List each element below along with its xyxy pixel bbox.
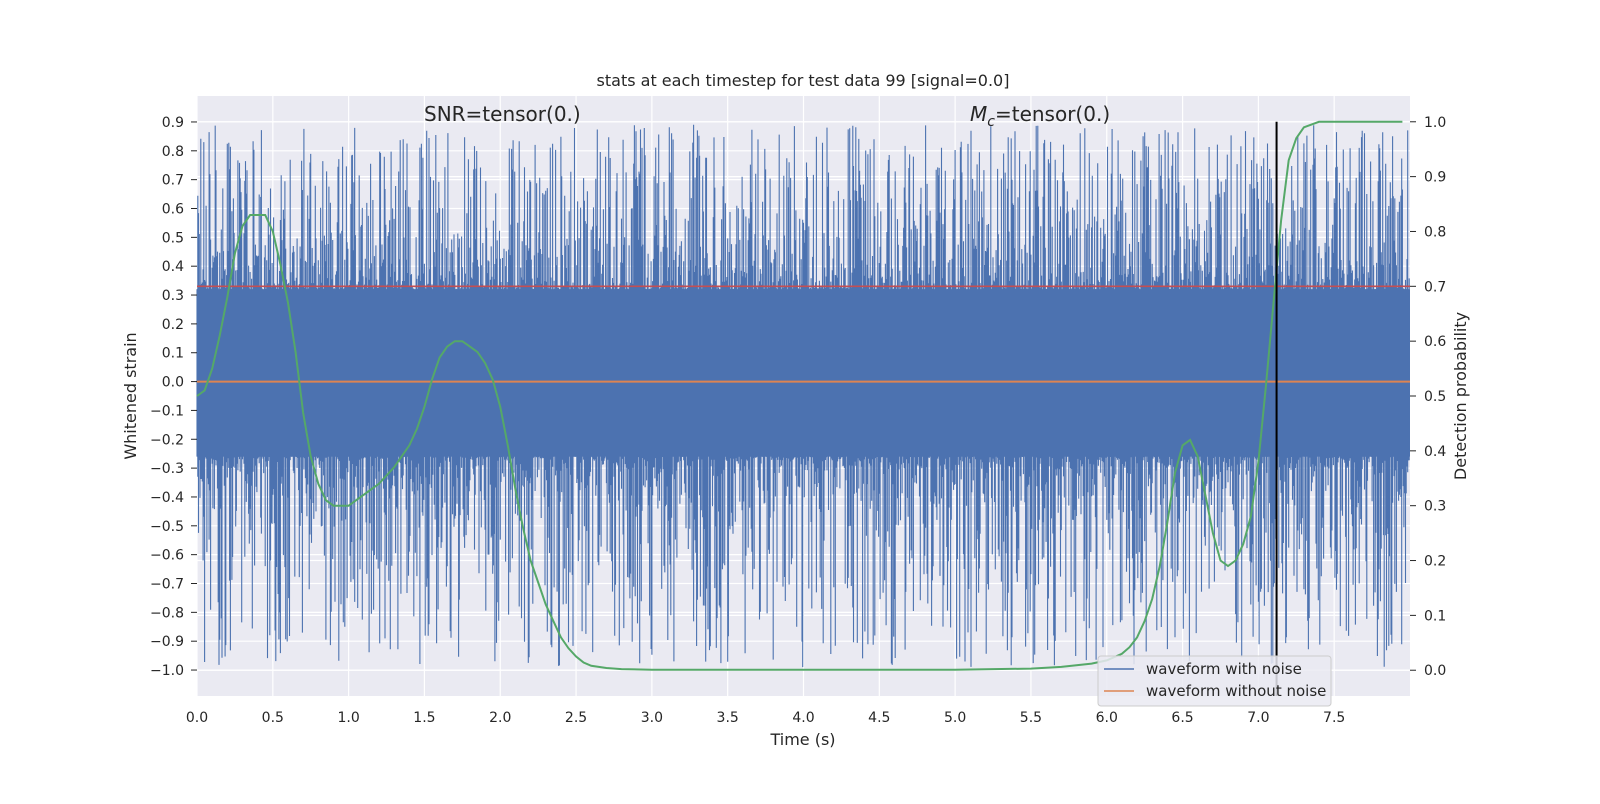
y-tick-label: −0.8 [150,605,184,621]
y2-tick-label: 0.4 [1424,444,1446,460]
y-axis-label: Whitened strain [121,332,140,459]
snr-annotation: SNR=tensor(0.) [424,102,581,126]
chirp-mass-value: =tensor(0.) [995,102,1110,126]
y-tick-label: 0.8 [162,144,184,160]
y2-tick-label: 0.9 [1424,170,1446,186]
y-tick-label: 0.6 [162,202,184,218]
y2-tick-label: 0.8 [1424,224,1446,240]
y2-axis-ticks: 1.0 0.9 0.8 0.7 0.6 0.5 0.4 0.3 0.2 0.1 0.0 [1410,115,1446,679]
x-tick-label: 4.5 [868,710,890,726]
y2-tick-label: 0.0 [1424,663,1446,679]
y2-tick-label: 0.6 [1424,334,1446,350]
y-tick-label: −0.2 [150,432,184,448]
y-tick-label: 0.7 [162,173,184,189]
legend-label-waveform-without-noise: waveform without noise [1146,682,1326,700]
chirp-mass-annotation: Mc=tensor(0.) [970,102,1110,130]
y-tick-label: 0.3 [162,288,184,304]
y-tick-label: −0.3 [150,461,184,477]
y2-tick-label: 0.1 [1424,608,1446,624]
waveform-with-noise-series [196,124,1410,668]
y2-tick-label: 1.0 [1424,115,1446,131]
x-tick-label: 3.5 [717,710,739,726]
x-tick-label: 2.5 [565,710,587,726]
x-axis-ticks: 0.0 0.5 1.0 1.5 2.0 2.5 3.0 3.5 4.0 4.5 5.0 5.5 6.0 6… [186,710,1345,726]
y-tick-label: −0.9 [150,634,184,650]
y-tick-label: 0.5 [162,230,184,246]
y-tick-label: 0.2 [162,317,184,333]
x-tick-label: 5.5 [1020,710,1042,726]
y2-tick-label: 0.2 [1424,554,1446,570]
y2-tick-label: 0.3 [1424,499,1446,515]
y2-tick-label: 0.5 [1424,389,1446,405]
x-tick-label: 7.5 [1323,710,1345,726]
chirp-mass-subscript: c [987,114,995,130]
y-tick-label: 0.9 [162,115,184,131]
legend: waveform with noise waveform without noi… [1097,655,1332,707]
x-tick-label: 6.5 [1171,710,1193,726]
x-tick-label: 6.0 [1096,710,1118,726]
detection-probability-line [196,120,1403,671]
y-tick-label: −0.4 [150,490,184,506]
y-tick-label: −1.0 [150,663,184,679]
x-tick-label: 1.0 [337,710,359,726]
chirp-mass-symbol: M [970,102,987,126]
y-tick-label: 0.0 [162,375,184,391]
x-tick-label: 2.0 [489,710,511,726]
x-tick-label: 3.0 [641,710,663,726]
x-tick-label: 0.0 [186,710,208,726]
y-tick-label: −0.1 [150,403,184,419]
x-tick-label: 4.0 [792,710,814,726]
chart-title: stats at each timestep for test data 99 … [597,71,1010,90]
y-axis-ticks: 0.9 0.8 0.7 0.6 0.5 0.4 0.3 0.2 0.1 0.0 −0.1 −0.2 −0… [150,115,197,679]
x-axis-label: Time (s) [769,730,835,749]
legend-label-waveform-with-noise: waveform with noise [1146,660,1302,678]
x-tick-label: 7.0 [1247,710,1269,726]
x-tick-label: 1.5 [413,710,435,726]
x-tick-label: 0.5 [262,710,284,726]
y-tick-label: −0.5 [150,519,184,535]
detection-probability-series [196,120,1403,671]
y2-tick-label: 0.7 [1424,279,1446,295]
legend-box [1097,655,1332,707]
y-tick-label: −0.7 [150,577,184,593]
y-tick-label: 0.4 [162,259,184,275]
y-tick-label: −0.6 [150,548,184,564]
y2-axis-label: Detection probability [1451,312,1470,480]
y-tick-label: 0.1 [162,346,184,362]
x-tick-label: 5.0 [944,710,966,726]
